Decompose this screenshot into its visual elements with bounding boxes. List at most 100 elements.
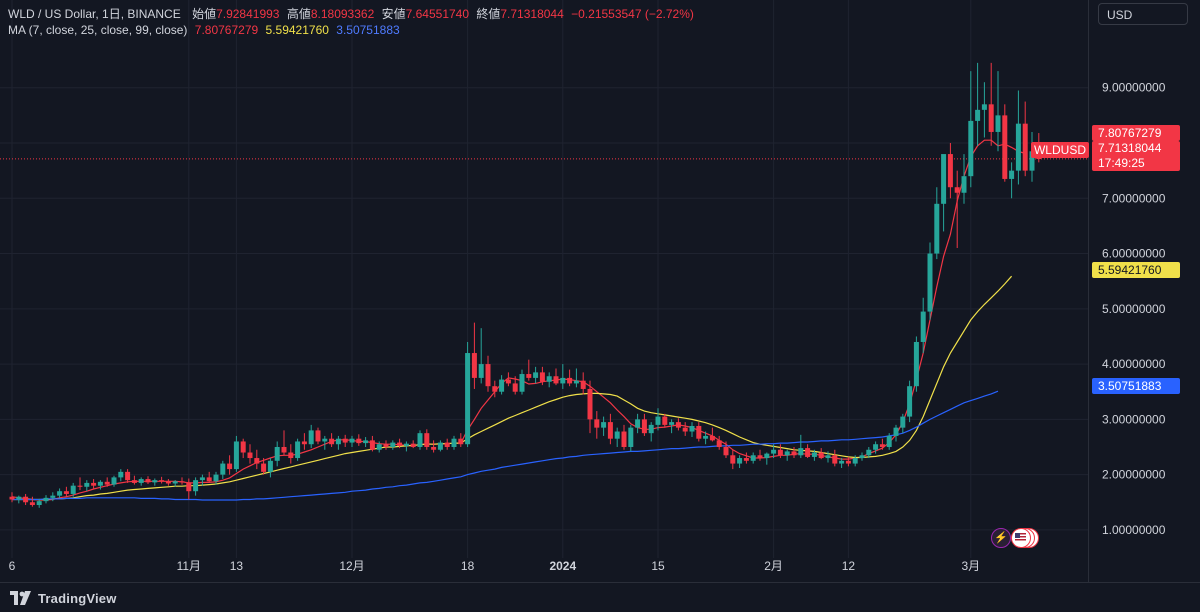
ma-legend[interactable]: MA (7, close, 25, close, 99, close) 7.80…	[8, 22, 400, 38]
candle-up	[199, 474, 205, 486]
candle-down	[505, 372, 511, 387]
candle-up	[873, 441, 879, 454]
candle-body	[648, 424, 654, 434]
candle-body	[165, 481, 171, 484]
candle-down	[512, 376, 518, 395]
candle-up	[519, 369, 525, 395]
candle-body	[213, 474, 219, 482]
ma-line	[12, 275, 1013, 501]
candle-body	[499, 379, 505, 392]
candle-down	[186, 478, 192, 500]
candle-body	[301, 441, 307, 445]
candle-body	[798, 448, 804, 456]
candle-down	[777, 444, 783, 459]
candle-body	[179, 481, 185, 483]
candle-body	[961, 176, 967, 193]
close-label: 終値	[476, 7, 501, 21]
candle-body	[131, 480, 137, 483]
candle-body	[682, 427, 688, 432]
candle-up	[193, 477, 199, 496]
candle-body	[696, 425, 702, 439]
candle-down	[621, 424, 627, 450]
candle-down	[553, 368, 559, 386]
candle-up	[50, 492, 56, 502]
candle-body	[689, 425, 695, 432]
ma25-value: 5.59421760	[265, 23, 329, 37]
candle-body	[621, 431, 627, 447]
candle-body	[975, 109, 981, 121]
candle-up	[84, 480, 90, 492]
candle-body	[322, 438, 328, 442]
candle-body	[91, 482, 97, 486]
candle-body	[594, 419, 600, 428]
candle-body	[70, 485, 76, 494]
us-flag-icon[interactable]	[1011, 528, 1031, 548]
candle-body	[628, 427, 634, 447]
candle-body	[539, 372, 545, 382]
candle-body	[526, 374, 532, 378]
candle-down	[757, 449, 763, 461]
candle-body	[750, 455, 756, 461]
candle-body	[533, 372, 539, 378]
candle-body	[261, 463, 267, 472]
candle-body	[138, 479, 144, 483]
candle-body	[873, 444, 879, 450]
candle-body	[16, 496, 22, 500]
symbol-price-tag: WLDUSD	[1031, 142, 1089, 158]
candle-body	[927, 253, 933, 312]
x-tick-label: 12月	[339, 559, 364, 573]
low-value: 7.64551740	[405, 7, 470, 21]
candle-up	[16, 495, 22, 504]
candle-body	[703, 435, 709, 439]
high-value: 8.18093362	[310, 7, 375, 21]
candle-body	[784, 451, 790, 456]
high-label: 高値	[286, 7, 311, 21]
candle-down	[954, 170, 960, 249]
candle-down	[832, 449, 838, 467]
candle-body	[934, 203, 940, 254]
candle-body	[988, 104, 994, 132]
candle-up	[295, 438, 301, 461]
candle-body	[125, 471, 131, 481]
dividend-lightning-icon[interactable]: ⚡	[991, 528, 1011, 548]
candle-body	[1009, 170, 1015, 179]
candle-body	[471, 353, 477, 378]
x-tick-label: 13	[230, 559, 244, 573]
currency-button[interactable]: USD	[1098, 3, 1188, 25]
candle-body	[567, 377, 573, 384]
tradingview-logo[interactable]: TradingView	[10, 589, 117, 607]
candle-body	[954, 187, 960, 193]
candle-up	[220, 460, 226, 480]
candle-body	[145, 479, 151, 483]
candle-up	[363, 437, 369, 447]
candle-down	[743, 452, 749, 464]
candle-down	[145, 476, 151, 485]
candle-down	[240, 438, 246, 459]
candle-up	[614, 427, 620, 447]
candle-up	[1015, 90, 1021, 185]
candle-up	[703, 431, 709, 445]
candle-body	[397, 442, 403, 446]
candle-body	[63, 491, 69, 494]
y-tick-label: 7.00000000	[1102, 191, 1166, 205]
candle-up	[601, 416, 607, 436]
candle-body	[465, 353, 471, 445]
candle-body	[669, 422, 675, 425]
candle-up	[403, 441, 409, 452]
candle-body	[29, 502, 35, 506]
candle-up	[934, 187, 940, 260]
candle-body	[723, 446, 729, 456]
candle-body	[281, 446, 287, 453]
candle-body	[329, 438, 335, 445]
ma7-price-tag: 7.80767279	[1092, 125, 1180, 141]
candle-down	[526, 359, 532, 381]
candle-down	[485, 355, 491, 392]
candle-down	[206, 471, 212, 483]
candle-up	[437, 440, 443, 452]
candle-body	[43, 497, 49, 502]
candle-body	[512, 383, 518, 392]
candle-body	[485, 364, 491, 387]
candle-body	[356, 438, 362, 444]
